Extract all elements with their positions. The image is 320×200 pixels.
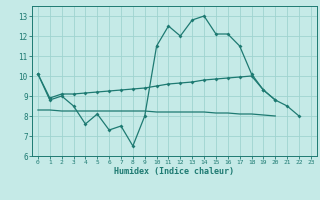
X-axis label: Humidex (Indice chaleur): Humidex (Indice chaleur) (115, 167, 234, 176)
